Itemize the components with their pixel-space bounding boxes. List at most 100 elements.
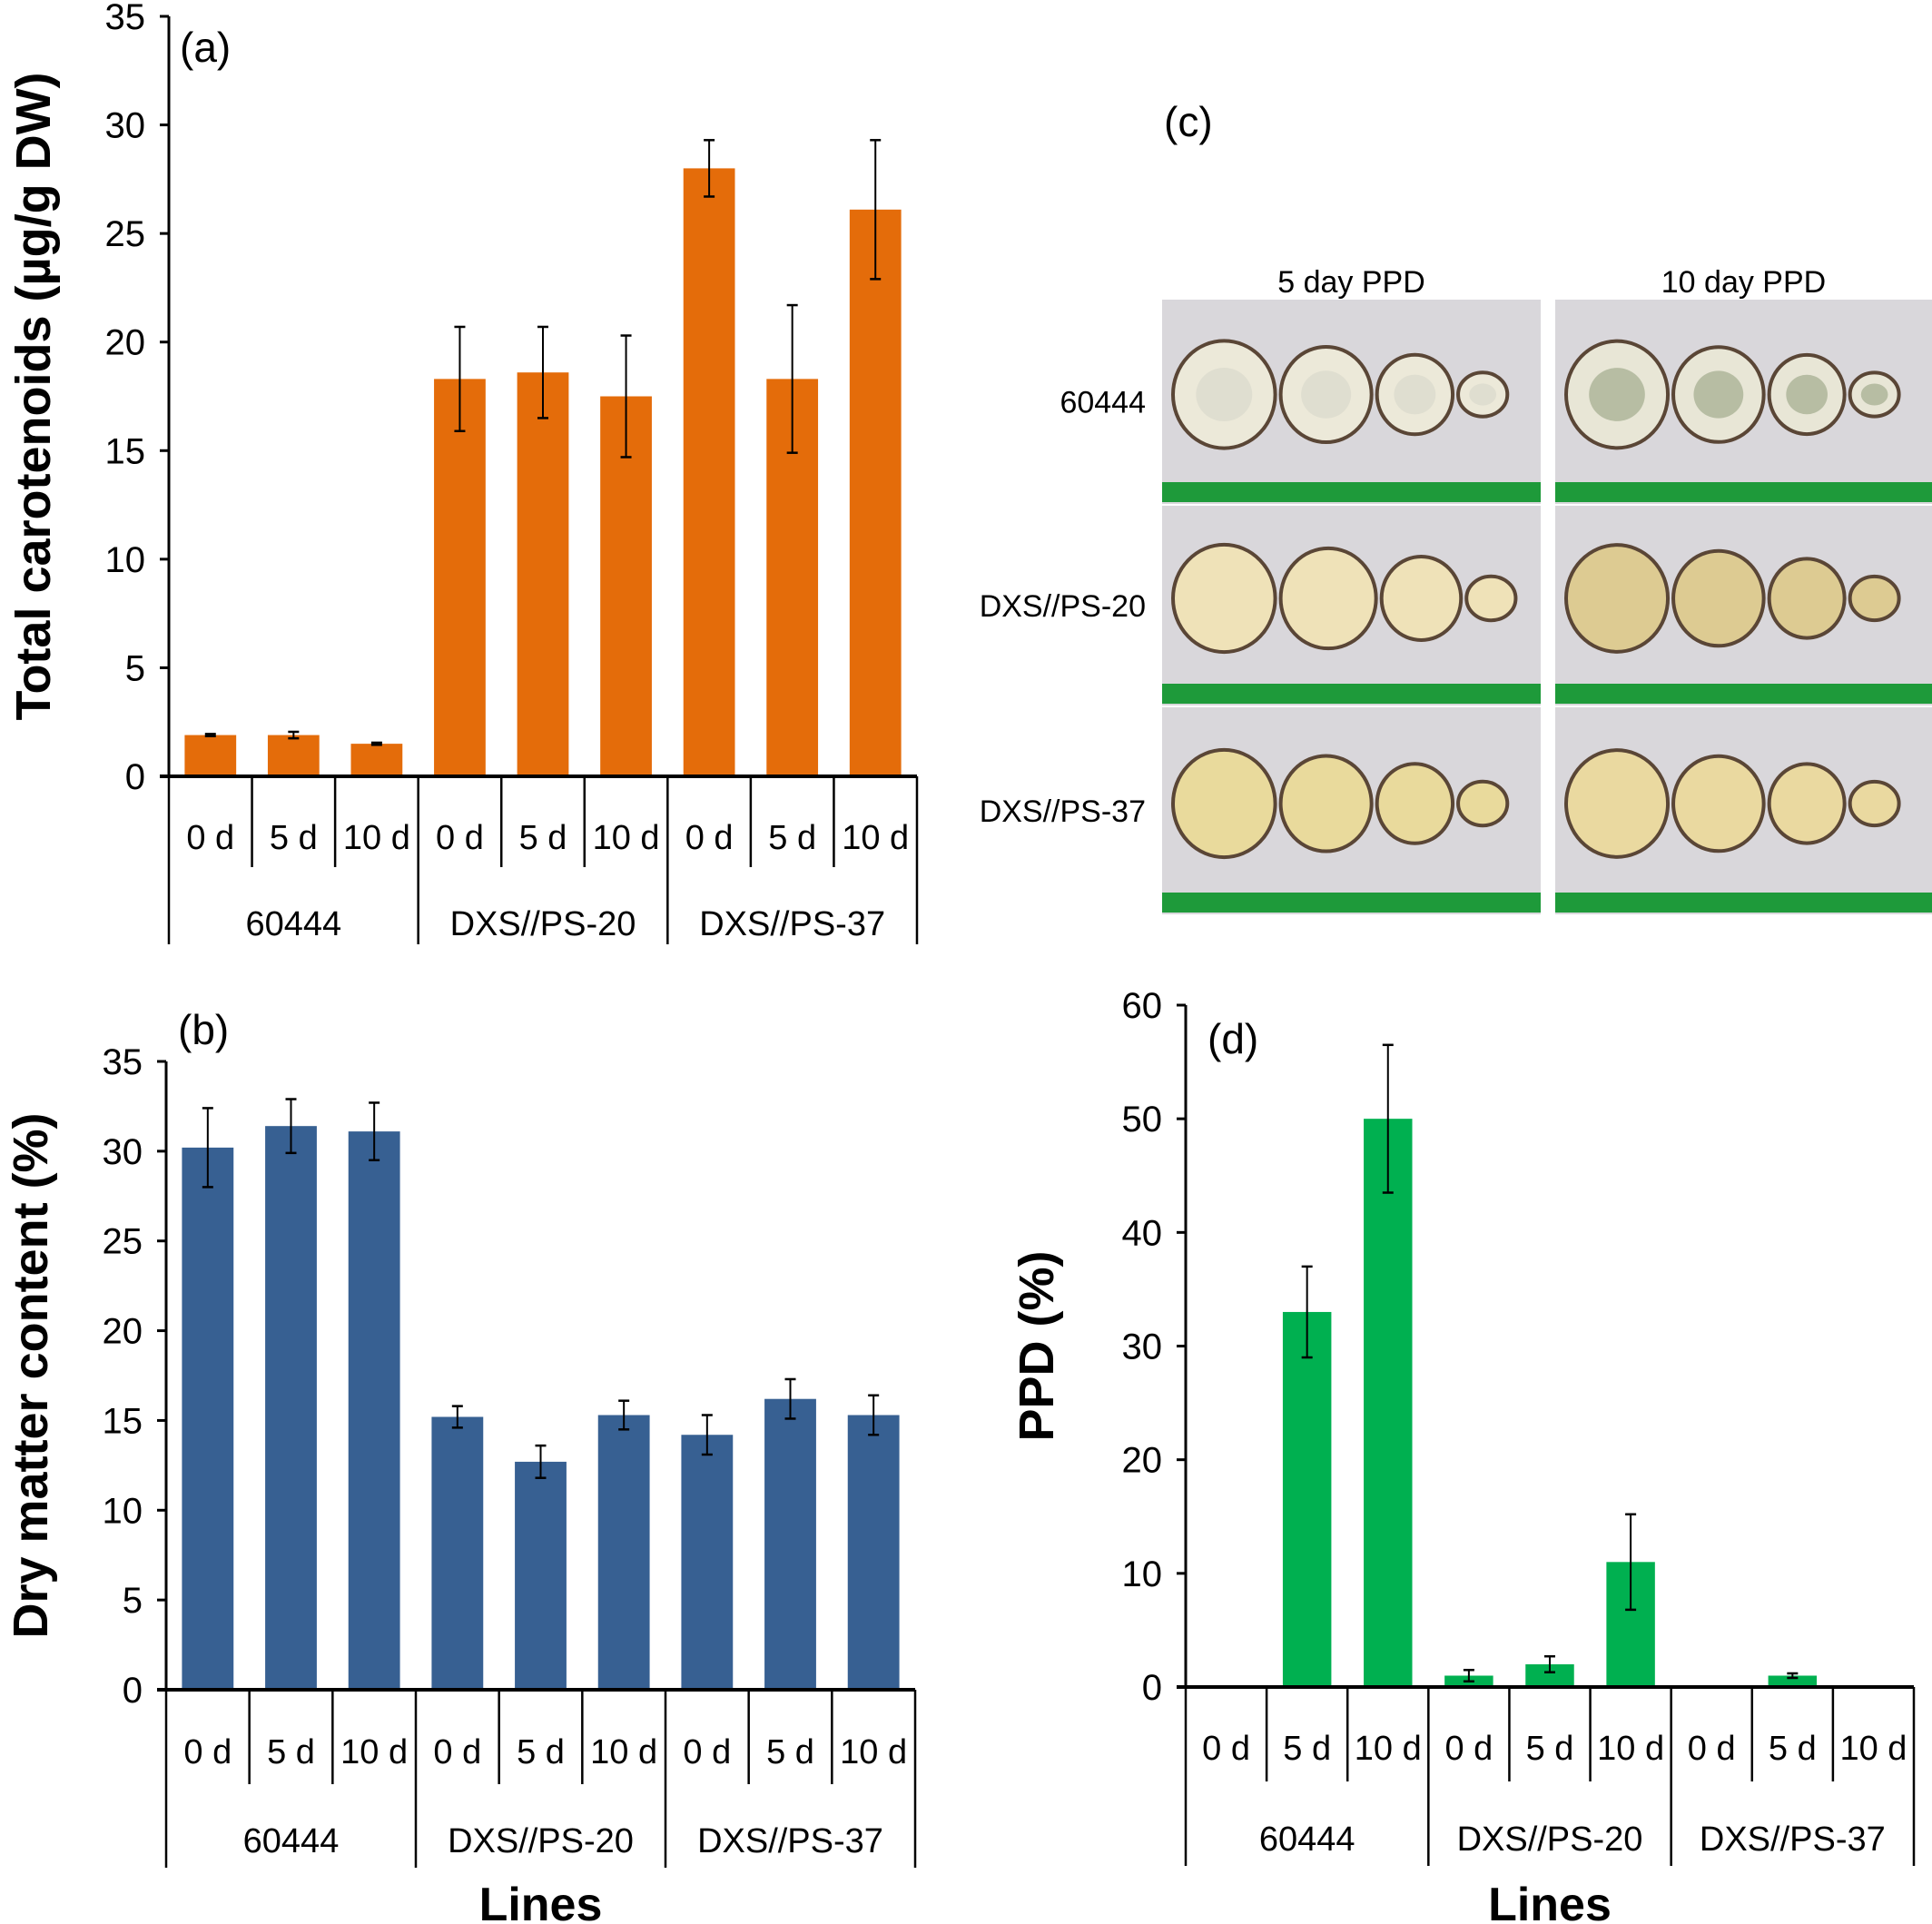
root-slice (1171, 542, 1277, 655)
x-tick-label: 5 d (768, 819, 816, 857)
ruler (1162, 893, 1541, 913)
bar (265, 1126, 317, 1690)
group-label: 60444 (245, 905, 341, 943)
error-bar (1625, 1513, 1637, 1612)
error-bar (537, 325, 548, 419)
x-tick-label: 10 d (593, 819, 660, 857)
x-tick-label: 5 d (267, 1733, 315, 1771)
group-label: DXS//PS-20 (448, 1822, 634, 1860)
root-slice (1278, 546, 1378, 651)
x-tick-label: 0 d (1444, 1730, 1493, 1768)
ruler (1555, 482, 1932, 502)
y-tick-label: 15 (105, 431, 146, 471)
panel-label: (b) (178, 1006, 229, 1053)
error-bar (701, 1414, 713, 1456)
x-tick-label: 10 d (1597, 1730, 1664, 1768)
y-tick-label: 20 (1122, 1441, 1163, 1481)
x-tick-label: 0 d (186, 819, 234, 857)
error-bar (784, 1377, 796, 1420)
root-slice (1767, 762, 1847, 845)
y-tick-label: 25 (105, 214, 146, 254)
y-tick-label: 60 (1122, 986, 1163, 1026)
panel-label: (d) (1208, 1015, 1258, 1062)
bar (764, 1398, 816, 1690)
error-bar (620, 334, 632, 459)
root-slice (1464, 574, 1518, 623)
error-bar (868, 1394, 880, 1436)
x-tick-label: 0 d (1202, 1730, 1250, 1768)
row-label: DXS//PS-37 (980, 794, 1146, 829)
x-tick-label: 0 d (433, 1733, 481, 1771)
group-label: DXS//PS-37 (1700, 1820, 1886, 1859)
x-tick-label: 5 d (1526, 1730, 1574, 1768)
row-label: DXS//PS-20 (980, 589, 1146, 624)
panel-label: (c) (1164, 98, 1213, 145)
error-bar (1463, 1668, 1474, 1682)
y-tick-label: 15 (103, 1401, 143, 1441)
x-tick-label: 5 d (270, 819, 318, 857)
error-bar (1544, 1654, 1555, 1673)
bar (348, 1131, 400, 1690)
deterioration-spot (1469, 383, 1497, 406)
error-bar (202, 1107, 213, 1189)
chart-d-ppd: 0 10 20 30 40 50 60 0 d 5 d 10 d 0 d 5 d 10 d 0 d 5 d 1… (1010, 986, 1916, 1924)
y-tick-label: 10 (105, 540, 146, 580)
root-slice (1456, 370, 1510, 419)
error-bar (618, 1399, 630, 1431)
y-tick-label: 40 (1122, 1213, 1163, 1253)
y-tick-label: 30 (105, 106, 146, 146)
root-slice (1278, 344, 1374, 445)
y-tick-label: 30 (103, 1132, 143, 1172)
root-slice (1671, 548, 1766, 648)
bar (431, 1416, 484, 1690)
bar (434, 379, 486, 776)
y-tick-label: 0 (125, 757, 145, 797)
y-tick-label: 20 (105, 323, 146, 363)
error-bar (370, 741, 382, 746)
bar (515, 1461, 567, 1690)
group-label: DXS//PS-37 (697, 1822, 883, 1860)
bar (849, 209, 902, 776)
bar (597, 1415, 650, 1690)
error-bar (870, 139, 882, 281)
bar (1768, 1675, 1818, 1687)
group-label: DXS//PS-20 (1457, 1820, 1643, 1859)
column-label: 10 day PPD (1661, 265, 1826, 300)
deterioration-spot (1786, 374, 1828, 415)
ruler (1162, 684, 1541, 704)
x-tick-label: 0 d (183, 1733, 232, 1771)
y-tick-label: 25 (103, 1222, 143, 1262)
root-slice (1278, 754, 1374, 853)
panel-label: (a) (180, 24, 231, 71)
x-tick-label: 10 d (340, 1733, 408, 1771)
x-tick-label: 10 d (842, 819, 909, 857)
y-axis-title: Total carotenoids (µg/g DW) (6, 72, 61, 720)
error-bar (285, 1098, 297, 1155)
bar (517, 372, 569, 776)
x-tick-label: 0 d (685, 819, 734, 857)
chart-b-dry-matter: 0 5 10 15 20 25 30 35 0 d 5 d 10 d 0 d 5 d 10 d 0 d 5 d… (4, 1006, 917, 1924)
bar (182, 1147, 234, 1690)
deterioration-spot (1301, 370, 1352, 419)
deterioration-spot (1693, 370, 1744, 419)
x-tick-label: 5 d (517, 1733, 565, 1771)
x-tick-label: 0 d (683, 1733, 731, 1771)
x-tick-label: 10 d (590, 1733, 657, 1771)
error-bar (1382, 1043, 1394, 1194)
group-label: DXS//PS-37 (699, 905, 885, 943)
root-slice (1767, 557, 1847, 640)
error-bar (369, 1101, 380, 1161)
y-tick-label: 0 (123, 1671, 143, 1711)
x-tick-label: 10 d (1355, 1730, 1422, 1768)
row-label: 60444 (1060, 386, 1146, 420)
x-tick-label: 10 d (840, 1733, 907, 1771)
root-slice (1564, 748, 1671, 859)
y-tick-label: 5 (123, 1581, 143, 1621)
error-bar (535, 1444, 547, 1479)
bar (847, 1415, 900, 1690)
ruler (1555, 684, 1932, 704)
x-tick-label: 5 d (1283, 1730, 1331, 1768)
chart-a-total-carotenoids: 0 5 10 15 20 25 30 35 0 d 5 d 10 d 0 d 5 d 10 d 0 d 5 d… (6, 0, 919, 944)
ruler (1555, 893, 1932, 913)
bar (267, 735, 320, 776)
